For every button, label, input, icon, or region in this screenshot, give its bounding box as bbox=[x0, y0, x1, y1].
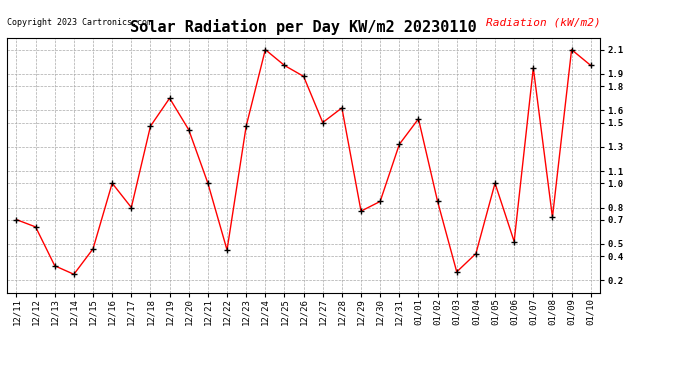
Text: Copyright 2023 Cartronics.com: Copyright 2023 Cartronics.com bbox=[7, 18, 152, 27]
Text: Radiation (kW/m2): Radiation (kW/m2) bbox=[486, 17, 600, 27]
Title: Solar Radiation per Day KW/m2 20230110: Solar Radiation per Day KW/m2 20230110 bbox=[130, 19, 477, 35]
